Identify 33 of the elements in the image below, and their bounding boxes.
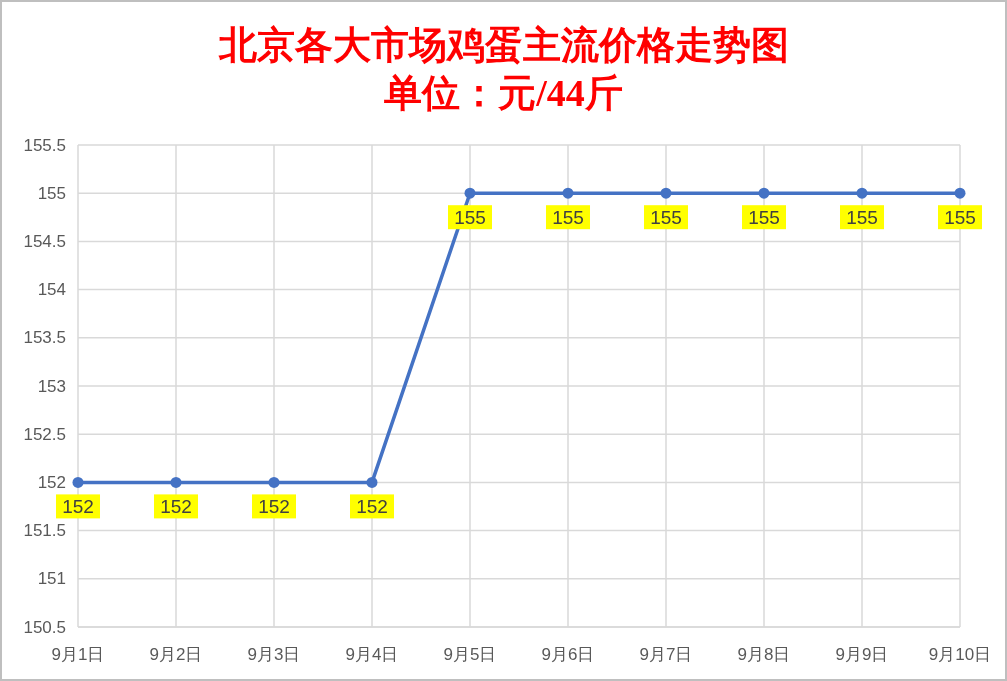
x-tick-label: 9月5日 <box>443 644 497 664</box>
data-label: 152 <box>356 495 388 517</box>
x-tick-label: 9月4日 <box>345 644 399 664</box>
x-tick-label: 9月3日 <box>247 644 301 664</box>
x-tick-label: 9月6日 <box>541 644 595 664</box>
data-label: 155 <box>552 206 584 228</box>
y-tick-label: 151.5 <box>23 521 66 541</box>
x-tick-label: 9月1日 <box>51 644 105 664</box>
data-label: 152 <box>160 495 192 517</box>
data-label: 152 <box>258 495 290 517</box>
data-label: 155 <box>650 206 682 228</box>
data-label: 152 <box>62 495 94 517</box>
y-tick-label: 153 <box>37 376 66 396</box>
data-label: 155 <box>748 206 780 228</box>
x-tick-label: 9月8日 <box>737 644 791 664</box>
y-tick-label: 155 <box>37 183 66 203</box>
y-tick-label: 154.5 <box>23 231 66 251</box>
y-tick-label: 151 <box>37 569 66 589</box>
chart-title: 北京各大市场鸡蛋主流价格走势图 <box>217 24 789 66</box>
y-tick-label: 150.5 <box>23 617 66 637</box>
data-label: 155 <box>454 206 486 228</box>
x-tick-label: 9月2日 <box>149 644 203 664</box>
y-tick-label: 155.5 <box>23 135 66 155</box>
chart-subtitle: 单位：元/44斤 <box>383 72 623 114</box>
y-tick-label: 154 <box>37 280 66 300</box>
x-tick-label: 9月9日 <box>835 644 889 664</box>
y-tick-label: 152 <box>37 472 66 492</box>
data-label: 155 <box>944 206 976 228</box>
x-tick-label: 9月7日 <box>639 644 693 664</box>
x-tick-label: 9月10日 <box>928 644 992 664</box>
y-tick-label: 153.5 <box>23 328 66 348</box>
data-label: 155 <box>846 206 878 228</box>
y-tick-label: 152.5 <box>23 424 66 444</box>
